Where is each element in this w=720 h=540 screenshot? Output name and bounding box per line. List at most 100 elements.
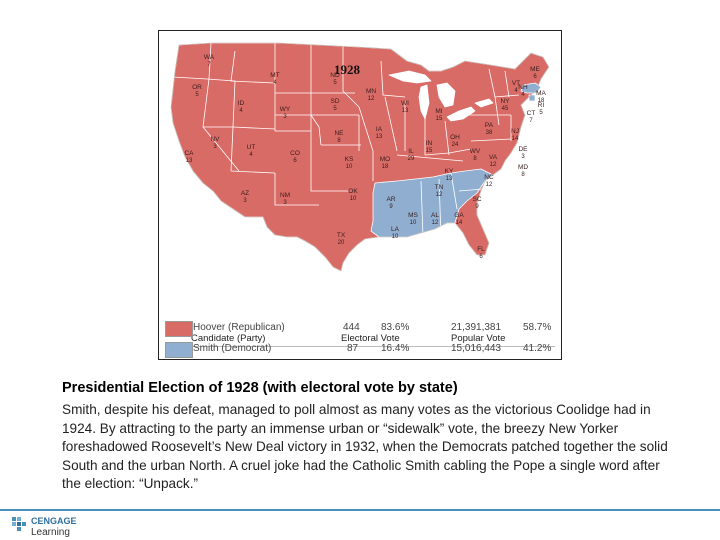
state-label-wy: WY <box>280 106 291 113</box>
state-label-pa: PA <box>485 122 494 129</box>
state-label-nh: NH <box>518 84 528 91</box>
state-label-mt: MT <box>270 72 279 79</box>
state-border <box>470 138 512 142</box>
state-ev-mi: 15 <box>436 116 443 122</box>
state-label-ky: KY <box>445 168 454 175</box>
state-label-ks: KS <box>345 156 354 163</box>
state-label-de: DE <box>518 146 528 153</box>
state-border <box>358 106 374 181</box>
map-labels: WA7OR5CA13ID4NV3MT4WY3UT4AZ3CO6NM3ND5SD5… <box>184 54 546 260</box>
state-ev-ne: 8 <box>337 138 341 144</box>
lake-erie <box>446 106 476 122</box>
democrat-rhode-island <box>528 94 536 102</box>
state-border <box>444 120 450 156</box>
state-label-il: IL <box>408 148 414 155</box>
legend-ev-pct-republican: 83.6% <box>381 322 410 333</box>
state-label-md: MD <box>518 164 528 171</box>
state-ev-co: 6 <box>293 158 297 164</box>
state-border <box>172 76 208 80</box>
legend-candidate-republican: Hoover (Republican) <box>193 322 285 333</box>
state-border <box>380 60 406 98</box>
state-border <box>504 70 510 98</box>
caption-title: Presidential Election of 1928 (with elec… <box>62 380 458 396</box>
state-ev-sd: 5 <box>333 106 337 112</box>
state-border <box>310 167 349 192</box>
state-ev-wy: 3 <box>283 114 287 120</box>
state-ev-nc: 12 <box>486 182 493 188</box>
legend-ev-pct-democrat: 16.4% <box>381 343 410 354</box>
state-label-fl: FL <box>477 246 485 253</box>
state-ev-pa: 38 <box>486 130 493 136</box>
state-label-ga: GA <box>454 212 464 219</box>
lake-huron <box>436 82 456 108</box>
state-border <box>438 178 442 238</box>
state-border <box>274 173 319 206</box>
state-ev-mo: 18 <box>382 164 389 170</box>
state-ev-nj: 14 <box>512 136 519 142</box>
legend-swatch-democrat <box>165 342 193 358</box>
legend-candidate-democrat: Smith (Democrat) <box>193 343 272 354</box>
democrat-massachusetts <box>520 82 542 94</box>
state-label-az: AZ <box>241 190 249 197</box>
state-label-co: CO <box>290 150 300 157</box>
state-label-wa: WA <box>204 54 215 61</box>
state-label-ar: AR <box>386 196 395 203</box>
state-label-ne: NE <box>334 130 344 137</box>
legend-divider <box>167 346 555 347</box>
state-ev-me: 6 <box>533 74 537 80</box>
state-ev-il: 29 <box>408 156 415 162</box>
state-label-la: LA <box>391 226 400 233</box>
state-ev-az: 3 <box>243 198 247 204</box>
state-ev-sc: 9 <box>475 204 479 210</box>
state-ev-ut: 4 <box>249 152 253 158</box>
state-label-oh: OH <box>450 134 460 141</box>
state-ev-wa: 7 <box>207 62 211 68</box>
legend-pv-pct-democrat: 41.2% <box>523 343 552 354</box>
state-ev-in: 15 <box>426 148 433 154</box>
state-ev-ca: 13 <box>186 158 193 164</box>
legend-header-popular: Popular Vote <box>451 333 506 344</box>
state-label-ct: CT <box>527 110 536 117</box>
state-border <box>206 78 236 82</box>
legend-ev-republican: 444 <box>343 322 360 333</box>
cengage-mark-icon <box>12 517 26 531</box>
state-border <box>396 154 464 162</box>
democrat-south <box>370 168 494 238</box>
state-border <box>458 188 484 192</box>
logo-text-bottom: Learning <box>31 527 70 538</box>
state-label-wi: WI <box>401 100 409 107</box>
state-ev-ct: 7 <box>529 118 533 124</box>
state-label-id: ID <box>238 100 245 107</box>
state-border <box>420 180 424 238</box>
state-border <box>424 148 472 156</box>
state-border <box>450 172 458 210</box>
state-ev-id: 4 <box>239 108 243 114</box>
state-border <box>494 96 500 126</box>
state-ev-fl: 6 <box>479 254 483 260</box>
lake-superior <box>388 70 432 84</box>
legend-pv-democrat: 15,016,443 <box>451 343 502 354</box>
state-ev-la: 10 <box>392 234 399 240</box>
legend-header-electoral: Electoral Vote <box>341 333 400 344</box>
state-ev-wv: 8 <box>473 156 477 162</box>
state-ev-ks: 10 <box>346 164 353 170</box>
state-label-ny: NY <box>500 98 510 105</box>
state-ev-ok: 10 <box>350 196 357 202</box>
state-label-va: VA <box>489 154 498 161</box>
state-ev-va: 12 <box>490 162 497 168</box>
state-ev-tn: 12 <box>436 192 443 198</box>
state-label-mo: MO <box>380 156 390 163</box>
state-ev-ma: 18 <box>538 98 545 104</box>
state-ev-md: 8 <box>521 172 525 178</box>
state-label-or: OR <box>192 84 202 91</box>
state-border <box>384 96 398 152</box>
state-label-mi: MI <box>435 108 442 115</box>
state-label-tx: TX <box>337 232 346 239</box>
us-outline <box>170 42 550 272</box>
footer-divider <box>0 509 720 511</box>
election-map-figure: WA 7 OR 5 CA 13 ID 4 NV 3 MT 4 WY 3 UT 4 AZ 3 CO 6 NM 3 ND 5 SD 5… <box>158 30 562 360</box>
state-ev-ri: 5 <box>539 110 543 116</box>
us-map: WA7OR5CA13ID4NV3MT4WY3UT4AZ3CO6NM3ND5SD5… <box>170 42 550 272</box>
state-label-nm: NM <box>280 192 290 199</box>
state-ev-mt: 4 <box>273 80 277 86</box>
